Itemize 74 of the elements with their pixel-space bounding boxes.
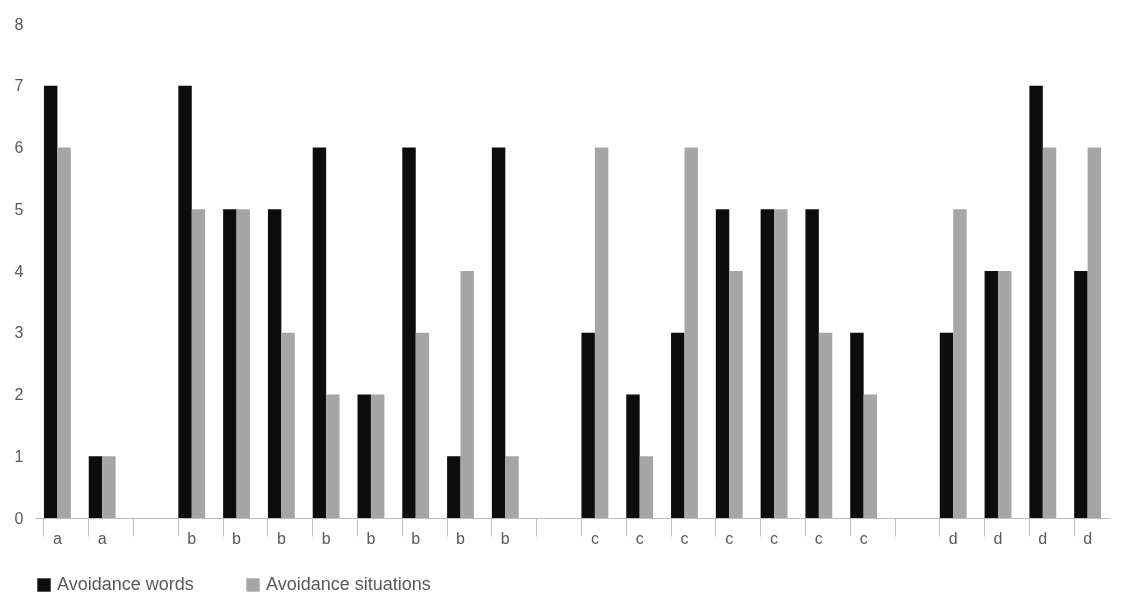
bar	[850, 332, 864, 518]
x-tick-label: c	[680, 529, 689, 547]
bar	[639, 456, 654, 518]
bar	[760, 209, 775, 518]
bar	[402, 147, 416, 518]
bar	[460, 271, 474, 518]
bar	[684, 147, 698, 518]
x-tick-label: b	[232, 529, 242, 547]
x-tick-label: d	[993, 529, 1003, 547]
x-tick-label: c	[814, 529, 823, 547]
x-tick-label: d	[1038, 529, 1048, 547]
bar	[818, 332, 833, 518]
legend-label: Avoidance situations	[266, 574, 431, 594]
bar	[805, 209, 819, 518]
bar	[281, 332, 295, 518]
bar	[43, 85, 58, 518]
y-tick-label: 8	[14, 15, 24, 33]
legend-label: Avoidance words	[57, 574, 194, 594]
bar	[491, 147, 506, 518]
bar	[594, 147, 609, 518]
x-tick-label: c	[770, 529, 779, 547]
bar	[326, 394, 340, 518]
bar	[984, 271, 999, 518]
bar	[505, 456, 519, 518]
bar	[581, 332, 595, 518]
x-tick-label: a	[97, 529, 107, 547]
x-tick-label: c	[635, 529, 644, 547]
bar	[223, 209, 237, 518]
bar	[191, 209, 206, 518]
bar	[1074, 271, 1088, 518]
y-tick-label: 1	[14, 447, 24, 465]
x-tick-label: b	[321, 529, 331, 547]
bar	[57, 147, 71, 518]
bar	[1087, 147, 1102, 518]
bar	[939, 332, 954, 518]
x-tick-label: d	[1083, 529, 1093, 547]
bar	[998, 271, 1012, 518]
bar	[267, 209, 282, 518]
y-tick-label: 2	[14, 386, 24, 403]
bar	[178, 85, 192, 518]
bar	[774, 209, 788, 518]
x-tick-label: b	[411, 529, 421, 547]
bar	[671, 332, 685, 518]
x-tick-label: c	[725, 529, 734, 547]
bar	[729, 271, 743, 518]
x-tick-label: d	[948, 529, 958, 547]
x-tick-label: c	[859, 529, 868, 547]
y-tick-label: 5	[14, 200, 24, 218]
bar	[236, 209, 250, 518]
y-tick-label: 6	[14, 139, 24, 156]
bar	[415, 332, 430, 518]
y-tick-label: 0	[14, 509, 24, 527]
bar	[863, 394, 878, 518]
bar	[88, 456, 103, 518]
bar	[1042, 147, 1057, 518]
bar	[102, 456, 116, 518]
bar	[626, 394, 640, 518]
x-tick-label: b	[500, 529, 510, 547]
bar	[370, 394, 385, 518]
bar	[715, 209, 730, 518]
x-tick-label: b	[366, 529, 376, 547]
y-tick-label: 7	[14, 77, 24, 95]
bar	[1029, 85, 1043, 518]
x-tick-label: b	[276, 529, 286, 547]
x-tick-label: b	[187, 529, 197, 547]
x-tick-label: c	[590, 529, 599, 547]
bar	[357, 394, 371, 518]
bar	[447, 456, 461, 518]
x-tick-label: a	[52, 529, 62, 547]
y-tick-label: 3	[14, 324, 24, 342]
bar	[312, 147, 327, 518]
bar	[953, 209, 967, 518]
x-tick-label: b	[456, 529, 466, 547]
y-tick-label: 4	[14, 262, 24, 280]
